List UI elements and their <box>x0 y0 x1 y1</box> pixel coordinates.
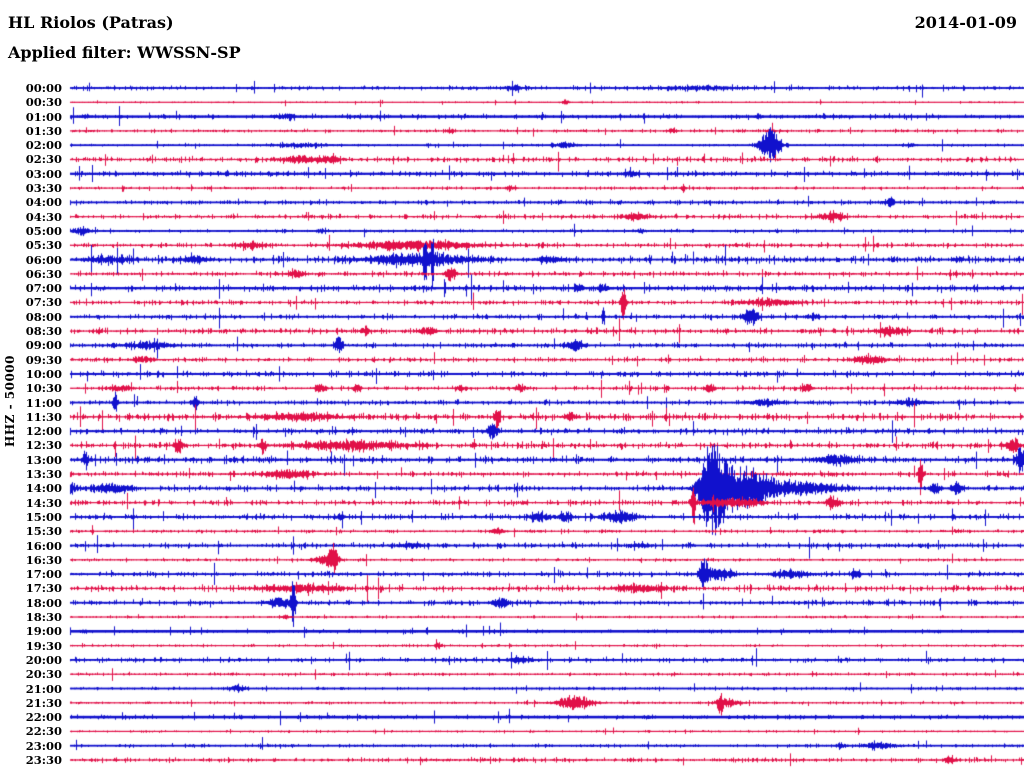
time-label: 19:00 <box>25 624 62 639</box>
time-label: 13:30 <box>25 467 62 482</box>
time-label: 03:30 <box>25 181 62 196</box>
time-label: 21:30 <box>25 695 62 710</box>
time-label: 05:00 <box>25 223 62 238</box>
time-label: 02:00 <box>25 138 62 153</box>
time-label: 00:30 <box>25 95 62 110</box>
filter-label: Applied filter: WWSSN-SP <box>8 43 241 62</box>
time-label: 04:00 <box>25 195 62 210</box>
time-label: 09:30 <box>25 352 62 367</box>
time-label: 18:30 <box>25 610 62 625</box>
time-label: 00:00 <box>25 81 62 95</box>
time-label: 15:30 <box>25 524 62 539</box>
time-label: 08:30 <box>25 324 62 339</box>
y-axis-label: HHZ - 50000 <box>3 354 17 448</box>
time-label: 03:00 <box>25 166 62 181</box>
time-label: 01:00 <box>25 109 62 124</box>
time-label: 07:00 <box>25 281 62 296</box>
time-label: 10:30 <box>25 381 62 396</box>
time-label: 17:00 <box>25 567 62 582</box>
time-label: 11:30 <box>25 409 62 424</box>
time-label: 08:00 <box>25 309 62 324</box>
time-label: 01:30 <box>25 123 62 138</box>
time-label: 10:00 <box>25 366 62 381</box>
time-label: 20:00 <box>25 652 62 667</box>
time-label: 06:00 <box>25 252 62 267</box>
time-label: 13:00 <box>25 452 62 467</box>
time-label: 15:00 <box>25 509 62 524</box>
time-label: 22:30 <box>25 724 62 739</box>
time-label: 22:00 <box>25 710 62 725</box>
time-label: 17:30 <box>25 581 62 596</box>
time-label: 16:30 <box>25 552 62 567</box>
time-label: 14:30 <box>25 495 62 510</box>
page-title: HL Riolos (Patras) <box>8 13 174 32</box>
time-label: 12:00 <box>25 424 62 439</box>
time-label: 20:30 <box>25 667 62 682</box>
date-label: 2014-01-09 <box>914 13 1017 32</box>
time-label: 06:30 <box>25 266 62 281</box>
time-label: 05:30 <box>25 238 62 253</box>
time-label: 11:00 <box>25 395 62 410</box>
time-label: 19:30 <box>25 638 62 653</box>
time-label: 16:00 <box>25 538 62 553</box>
time-label: 12:30 <box>25 438 62 453</box>
time-label: 04:30 <box>25 209 62 224</box>
time-label: 18:00 <box>25 595 62 610</box>
time-label: 14:00 <box>25 481 62 496</box>
time-label: 21:00 <box>25 681 62 696</box>
time-label: 07:30 <box>25 295 62 310</box>
time-label: 02:30 <box>25 152 62 167</box>
time-label: 09:00 <box>25 338 62 353</box>
time-label: 23:00 <box>25 738 62 753</box>
time-label: 23:30 <box>25 753 62 767</box>
